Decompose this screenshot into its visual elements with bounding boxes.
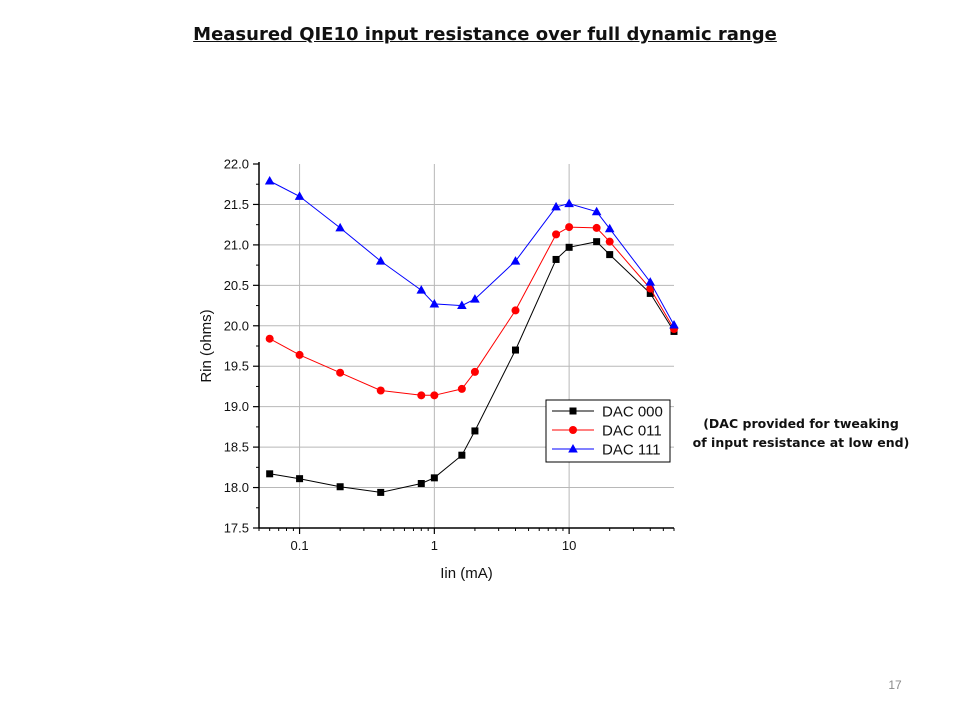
legend-label: DAC 111 [602, 442, 661, 459]
data-point [552, 255, 560, 263]
data-point [417, 480, 425, 488]
data-point [295, 350, 304, 359]
data-point [430, 391, 439, 400]
data-point [511, 306, 520, 315]
x-axis-label: Iin (mA) [440, 565, 493, 582]
legend-swatch-marker [568, 444, 578, 453]
data-point [605, 237, 614, 246]
side-note-line-1: (DAC provided for tweaking [703, 416, 899, 431]
data-point [645, 277, 656, 286]
y-tick-label: 18.5 [224, 440, 249, 455]
data-point [264, 175, 275, 185]
data-point [377, 488, 385, 496]
y-axis-label: Rin (ohms) [198, 309, 215, 382]
legend-swatch-marker [569, 407, 577, 415]
y-tick-label: 21.5 [224, 197, 249, 212]
data-point [457, 300, 467, 310]
legend-label: DAC 000 [602, 404, 663, 421]
data-point [551, 201, 561, 211]
data-point [265, 334, 274, 343]
legend-label: DAC 011 [602, 423, 662, 440]
data-point [470, 367, 479, 376]
data-point [430, 474, 438, 482]
side-note: (DAC provided for tweaking of input resi… [676, 414, 926, 452]
x-tick-label: 0.1 [291, 538, 309, 553]
legend-swatch-marker [569, 426, 577, 434]
data-point [335, 222, 345, 232]
legend-box [545, 399, 671, 463]
data-point [336, 483, 344, 491]
x-tick-label: 1 [431, 538, 438, 553]
data-point [471, 427, 479, 435]
data-point [669, 319, 679, 329]
data-point [593, 238, 601, 246]
y-tick-label: 19.0 [224, 399, 249, 414]
y-tick-label: 21.0 [224, 237, 249, 252]
data-point [457, 384, 466, 393]
y-tick-label: 18.0 [224, 480, 249, 495]
data-point [458, 451, 466, 459]
data-point [416, 285, 427, 294]
y-tick-label: 22.0 [224, 157, 249, 172]
data-point [564, 198, 574, 208]
data-point [429, 298, 440, 308]
y-tick-label: 20.5 [224, 278, 249, 293]
y-tick-label: 19.5 [224, 359, 249, 374]
data-point [470, 294, 480, 303]
page-number: 17 [888, 678, 902, 692]
data-point [296, 475, 304, 483]
data-point [604, 223, 615, 233]
data-point [646, 284, 655, 293]
data-point [294, 191, 305, 200]
y-tick-label: 20.0 [224, 318, 249, 333]
x-tick-label: 10 [562, 538, 576, 553]
side-note-line-2: of input resistance at low end) [692, 435, 910, 450]
data-point [606, 251, 614, 259]
data-point [376, 386, 385, 395]
data-point [511, 346, 519, 354]
y-tick-label: 17.5 [224, 521, 249, 536]
data-point [375, 256, 386, 265]
series-line [269, 180, 675, 326]
data-point [552, 230, 561, 239]
data-point [591, 206, 602, 216]
data-point [565, 243, 573, 251]
data-point [336, 368, 345, 377]
data-point [592, 223, 601, 232]
data-point [565, 223, 574, 232]
data-point [646, 289, 654, 297]
data-point [266, 470, 274, 478]
data-point [417, 391, 426, 400]
slide-title: Measured QIE10 input resistance over ful… [193, 24, 777, 45]
data-point [510, 256, 521, 265]
